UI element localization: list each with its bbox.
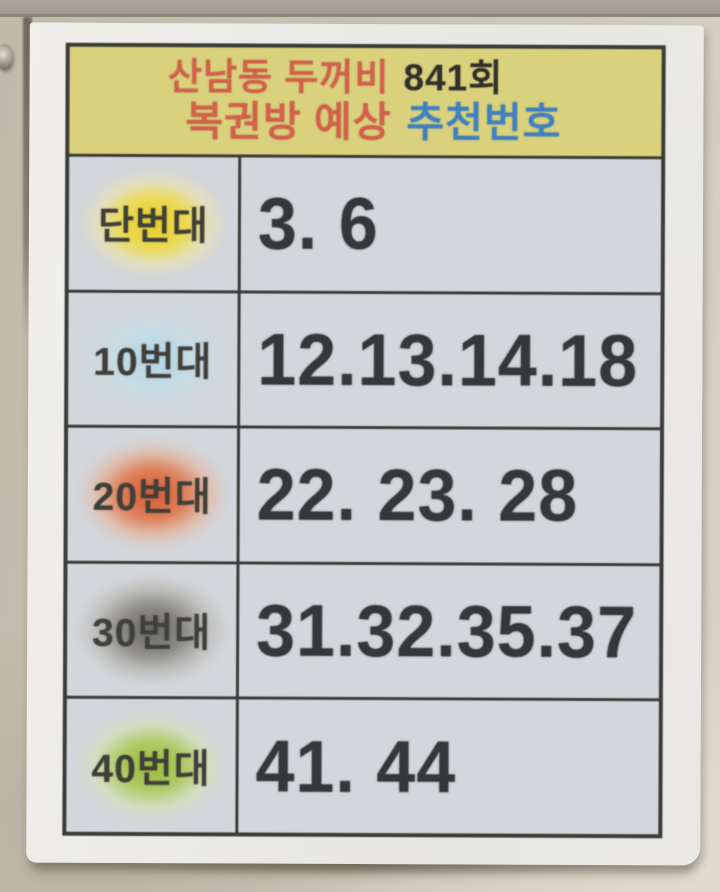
screw-icon: [0, 44, 13, 70]
table-row: 40번대 41. 44: [66, 696, 659, 835]
row-label: 10번대: [93, 340, 213, 385]
store-name: 산남동 두꺼비: [167, 56, 390, 99]
table-row: 30번대 31.32.35.37: [66, 560, 660, 699]
row-numbers: 3. 6: [257, 182, 379, 266]
table-row: 20번대 22. 23. 28: [67, 424, 661, 564]
row-label-cell: 20번대: [67, 427, 241, 562]
row-numbers-cell: 31.32.35.37: [239, 564, 660, 698]
row-numbers-cell: 41. 44: [238, 700, 659, 834]
row-label-cell: 10번대: [68, 292, 241, 426]
row-numbers-cell: 22. 23. 28: [239, 429, 660, 563]
row-label-cell: 30번대: [66, 563, 240, 697]
header-line-1: 산남동 두꺼비 841회: [168, 56, 503, 100]
poster-paper: 산남동 두꺼비 841회 복권방 예상 추천번호 단번대 3. 6 10번대 12.…: [26, 22, 704, 866]
row-numbers-cell: 3. 6: [241, 157, 662, 291]
row-label: 단번대: [98, 205, 209, 249]
row-numbers: 41. 44: [255, 725, 457, 809]
wall-corner-edge: [23, 17, 32, 337]
row-label: 40번대: [91, 747, 211, 792]
table-row: 10번대 12.13.14.18: [68, 289, 661, 428]
subtitle-text: 복권방 예상: [185, 98, 392, 146]
row-numbers: 12.13.14.18: [257, 318, 639, 403]
wall-top-band: [0, 0, 720, 17]
header-line-2: 복권방 예상 추천번호: [185, 98, 561, 146]
poster-table: 산남동 두꺼비 841회 복권방 예상 추천번호 단번대 3. 6 10번대 12.…: [62, 42, 666, 839]
row-label: 30번대: [91, 611, 212, 656]
row-numbers-cell: 12.13.14.18: [240, 293, 661, 427]
poster-header: 산남동 두꺼비 841회 복권방 예상 추천번호: [69, 46, 662, 160]
row-label-cell: 단번대: [68, 156, 242, 291]
subtitle-highlight: 추천번호: [406, 99, 562, 147]
row-numbers: 22. 23. 28: [256, 454, 579, 538]
round-number: 841회: [403, 57, 504, 99]
row-label-cell: 40번대: [66, 699, 239, 833]
row-numbers: 31.32.35.37: [256, 589, 638, 674]
row-label: 20번대: [92, 476, 212, 520]
table-row: 단번대 3. 6: [68, 156, 662, 292]
